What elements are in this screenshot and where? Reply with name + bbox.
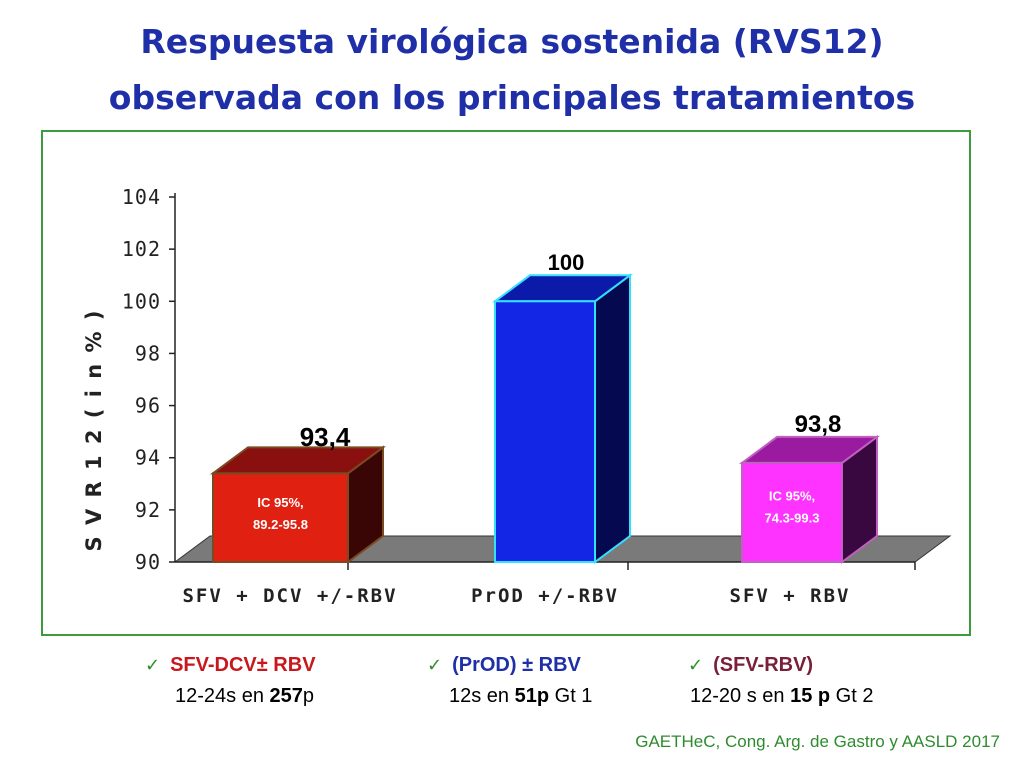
chart-frame bbox=[41, 130, 971, 636]
y-axis-label: S V R 1 2 ( i n % ) bbox=[82, 309, 106, 552]
y-tick-label: 94 bbox=[135, 446, 161, 470]
legend-head: SFV-DCV± RBV bbox=[170, 654, 316, 676]
legend-sub: 12-20 s en 15 p Gt 2 bbox=[690, 685, 874, 707]
x-category-label: PrOD +/-RBV bbox=[471, 585, 619, 607]
check-icon: ✓ bbox=[427, 655, 443, 676]
bar bbox=[212, 472, 349, 564]
data-label: 93,8 bbox=[795, 411, 842, 438]
bar bbox=[494, 300, 596, 563]
check-icon: ✓ bbox=[145, 655, 161, 676]
y-tick-label: 92 bbox=[135, 498, 161, 522]
data-label: 100 bbox=[548, 250, 585, 275]
legend-sub: 12s en 51p Gt 1 bbox=[449, 685, 593, 707]
legend-head: (SFV-RBV) bbox=[713, 654, 814, 676]
title-line-1: Respuesta virológica sostenida (RVS12) bbox=[140, 22, 884, 61]
y-tick-label: 96 bbox=[135, 394, 161, 418]
legend-item-sfv-dcv: ✓ SFV-DCV± RBV 12-24s en 257p bbox=[145, 650, 465, 711]
y-tick-label: 98 bbox=[135, 341, 161, 365]
y-tick-label: 102 bbox=[122, 237, 161, 261]
legend-item-prod: ✓ (PrOD) ± RBV 12s en 51p Gt 1 bbox=[427, 650, 747, 711]
ci-label: 89.2-95.8 bbox=[253, 517, 308, 532]
ci-label: IC 95%, bbox=[257, 495, 303, 510]
data-label: 93,4 bbox=[300, 422, 351, 452]
ci-label: 74.3-99.3 bbox=[765, 511, 820, 526]
y-tick-label: 100 bbox=[122, 289, 161, 313]
bar-side bbox=[594, 273, 631, 564]
bar bbox=[741, 461, 843, 563]
check-icon: ✓ bbox=[688, 655, 704, 676]
x-category-label: SFV + DCV +/-RBV bbox=[182, 585, 397, 607]
ci-label: IC 95%, bbox=[769, 489, 815, 504]
legend-head: (PrOD) ± RBV bbox=[452, 654, 581, 676]
legend-item-sfv-rbv: ✓ (SFV-RBV) 12-20 s en 15 p Gt 2 bbox=[688, 650, 1008, 711]
x-category-label: SFV + RBV bbox=[730, 585, 851, 607]
source-citation: GAETHeC, Cong. Arg. de Gastro y AASLD 20… bbox=[635, 732, 1000, 751]
y-tick-label: 104 bbox=[122, 185, 161, 209]
y-tick-label: 90 bbox=[135, 550, 161, 574]
title-line-2: observada con los principales tratamient… bbox=[108, 78, 916, 117]
legend-sub: 12-24s en 257p bbox=[175, 685, 315, 707]
